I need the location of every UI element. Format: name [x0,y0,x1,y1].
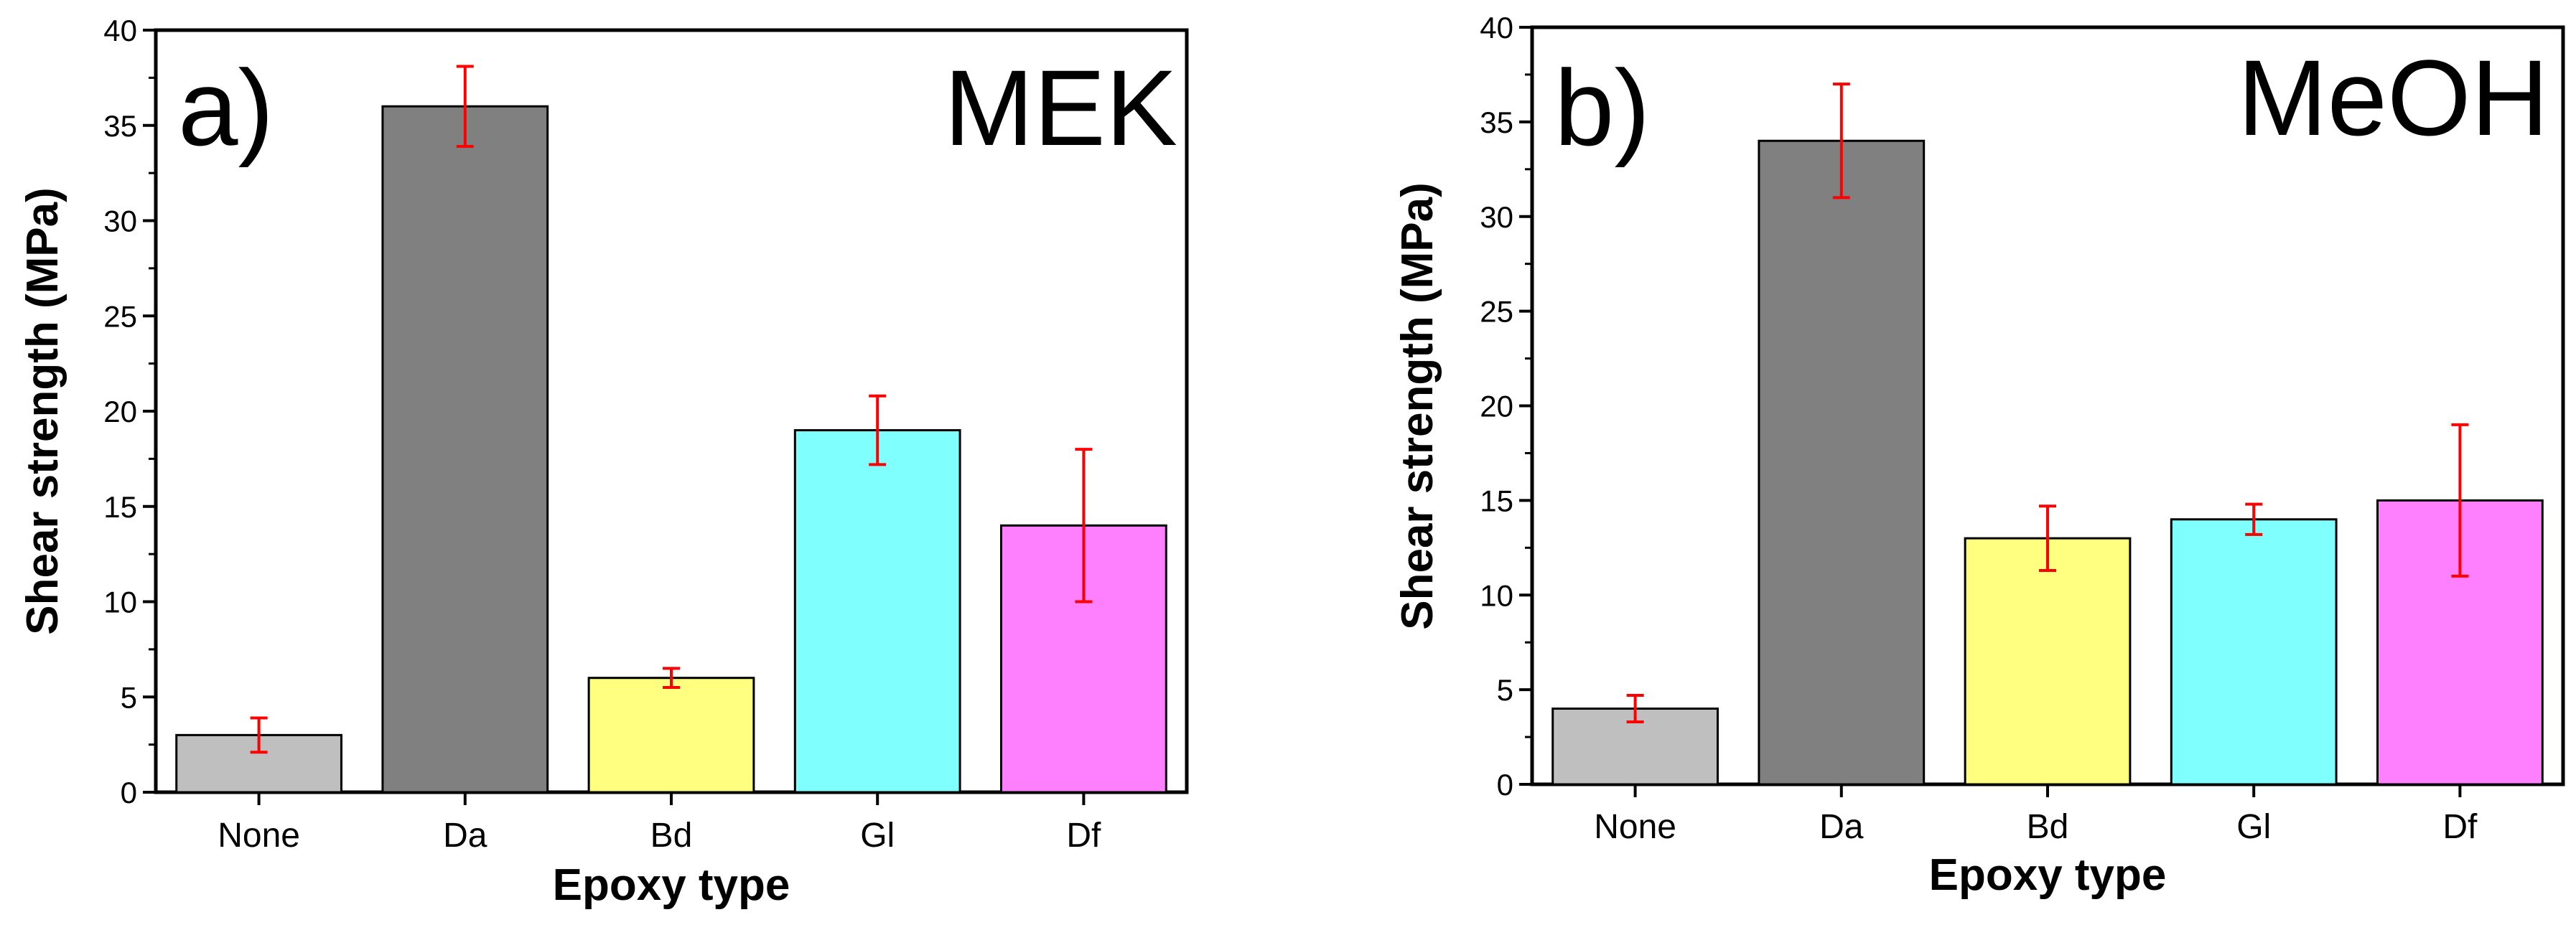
y-tick-label: 15 [1480,484,1513,517]
y-tick-labels: 0 5 10 15 20 25 30 35 40 [1480,11,1513,802]
y-axis-title: Shear strength (MPa) [18,187,67,635]
y-tick-label: 5 [121,680,137,714]
y-tick-labels: 0 5 10 15 20 25 30 35 40 [103,14,137,809]
y-tick-label: 40 [103,14,137,47]
error-bar-bd [663,667,680,689]
x-tick-label-none: None [1594,808,1676,846]
bars [1551,139,2544,786]
y-tick-label: 35 [1480,105,1513,139]
solvent-label: MEK [944,47,1177,168]
error-bar-df [2451,423,2469,578]
panel-label: b) [1554,47,1650,168]
y-tick-label: 25 [103,299,137,333]
y-ticks [143,29,1086,805]
x-tick-label-none: None [218,817,300,855]
x-tick-label-da: Da [443,817,487,855]
y-tick-label: 25 [1480,295,1513,329]
x-tick-label-da: Da [1819,808,1864,846]
x-tick-label-bd: Bd [650,817,693,855]
y-tick-label: 0 [1497,768,1513,802]
y-tick-label: 20 [103,395,137,428]
bar-da [381,105,549,794]
bars [175,105,1167,794]
error-bars [1626,83,2469,723]
error-bar-gl [2245,502,2263,536]
x-tick-label-bd: Bd [2027,808,2069,846]
x-tick-labels: None Da Bd Gl Df [1594,808,2478,846]
error-bar-da [456,65,474,148]
bar-da [1758,139,1926,786]
x-axis-title: Epoxy type [1929,850,2167,900]
y-tick-label: 5 [1497,673,1513,707]
panel-b-meoh: 0 5 10 15 20 25 30 35 40 None Da Bd Gl Df b) MeOH Ep… [1393,11,2565,900]
bar-bd [587,677,755,794]
error-bars [250,65,1093,754]
y-tick-label: 10 [103,586,137,619]
x-tick-label-gl: Gl [2236,808,2271,846]
y-tick-label: 30 [103,205,137,238]
y-ticks [1519,26,2462,797]
x-tick-labels: None Da Bd Gl Df [218,817,1101,855]
panel-label: a) [178,47,274,168]
error-bar-da [1832,83,1850,199]
error-bar-gl [869,394,887,466]
y-tick-label: 0 [121,776,137,809]
error-bar-df [1075,448,1093,603]
bar-gl [2170,518,2338,786]
error-bar-none [1626,694,1644,723]
y-tick-label: 40 [1480,11,1513,44]
y-tick-label: 35 [103,109,137,143]
y-tick-label: 10 [1480,578,1513,612]
x-tick-label-df: Df [1066,817,1101,855]
bar-gl [793,429,961,794]
solvent-label: MeOH [2238,37,2549,158]
panel-a-mek: 0 5 10 15 20 25 30 35 40 None Da Bd Gl Df a) MEK Epo… [18,14,1189,910]
x-axis-title: Epoxy type [553,860,790,910]
error-bar-bd [2039,504,2056,572]
bar-bd [1964,537,2132,786]
x-tick-label-gl: Gl [860,817,895,855]
y-tick-label: 15 [103,490,137,524]
y-tick-label: 30 [1480,200,1513,234]
y-axis-title: Shear strength (MPa) [1393,182,1442,630]
error-bar-none [250,716,268,754]
x-tick-label-df: Df [2442,808,2478,846]
y-tick-label: 20 [1480,390,1513,423]
